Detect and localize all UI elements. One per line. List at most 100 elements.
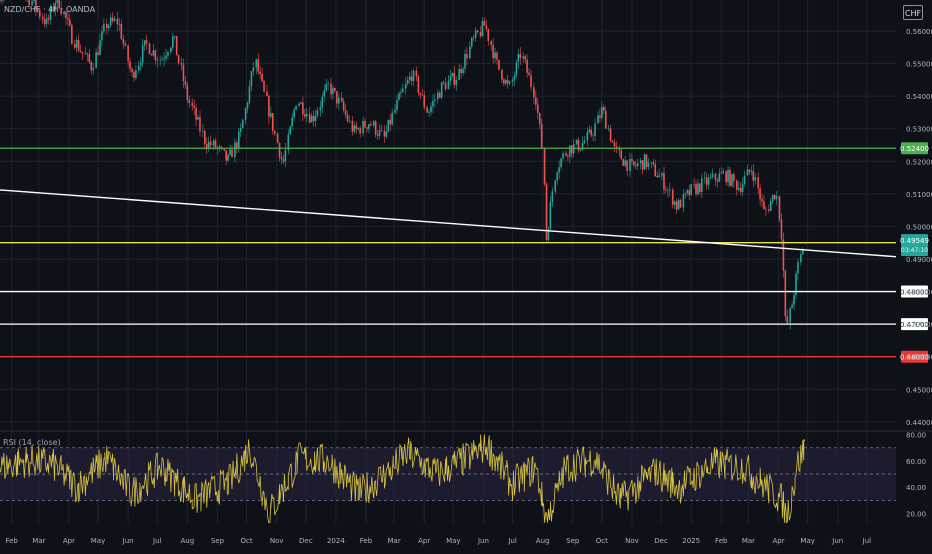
candle-body: [298, 103, 300, 106]
candle-body: [316, 110, 319, 116]
candle-body: [52, 6, 55, 11]
candle-body: [675, 201, 678, 210]
candle-body: [492, 44, 494, 59]
candle-body: [79, 50, 82, 52]
candle-body: [789, 308, 791, 323]
candle-body: [775, 196, 778, 200]
candle-body: [474, 30, 477, 38]
candle-body: [481, 21, 484, 37]
candle-body: [282, 159, 285, 162]
candle-body: [207, 141, 210, 149]
candle-body: [127, 45, 129, 62]
candle-body: [105, 23, 108, 29]
candle-body: [122, 39, 125, 44]
candle-body: [673, 201, 676, 205]
candle-body: [124, 43, 127, 46]
candle-body: [437, 92, 439, 100]
candle-body: [199, 116, 201, 132]
candle-body: [469, 46, 471, 59]
candle-body: [143, 40, 146, 46]
candle-body: [763, 201, 765, 210]
level-price-label: 0.46000: [900, 354, 929, 362]
candle-body: [693, 184, 695, 185]
last-price-label: 0.49549: [900, 237, 929, 245]
x-tick-label: Oct: [596, 537, 608, 545]
candle-body: [759, 188, 761, 200]
candle-body: [607, 128, 610, 130]
candle-body: [558, 167, 560, 173]
candle-body: [620, 150, 623, 160]
candle-body: [355, 125, 358, 129]
candle-body: [720, 173, 723, 174]
candle-body: [330, 83, 332, 95]
candle-body: [547, 229, 550, 240]
candle-body: [310, 115, 313, 123]
candle-body: [120, 23, 123, 40]
x-tick-label: Nov: [270, 537, 284, 545]
candle-body: [223, 148, 226, 151]
candle-body: [615, 146, 618, 148]
candle-body: [800, 254, 802, 263]
candle-body: [33, 0, 35, 2]
candle-body: [180, 63, 183, 65]
candle-body: [348, 120, 351, 122]
level-price-tag: [901, 318, 928, 331]
candle-body: [101, 31, 103, 41]
candle-body: [321, 96, 324, 108]
candle-body: [562, 153, 564, 159]
candle-body: [594, 123, 596, 136]
candle-body: [768, 209, 770, 211]
candle-body: [432, 100, 434, 107]
candle-body: [214, 140, 217, 149]
candle-body: [287, 134, 290, 150]
candle-body: [472, 37, 475, 39]
candle-body: [506, 80, 509, 84]
candle-body: [622, 159, 625, 166]
candle-body: [159, 60, 161, 61]
candle-body: [346, 114, 349, 122]
x-tick-label: Mar: [32, 537, 45, 545]
candle-body: [419, 92, 422, 95]
candle-body: [453, 72, 456, 85]
candle-body: [35, 0, 37, 10]
candle-body: [769, 201, 772, 211]
candle-body: [47, 18, 50, 20]
rsi-indicator-label[interactable]: RSI (14, close): [3, 438, 61, 447]
candle-body: [426, 107, 428, 113]
last-price-tag: [901, 234, 928, 257]
candle-body: [663, 173, 665, 190]
candle-body: [188, 99, 191, 103]
symbol-title: NZD/CHF · 4h · OANDA: [4, 5, 96, 14]
candle-body: [75, 40, 78, 48]
candle-body: [0, 0, 1, 1]
candle-body: [116, 18, 119, 25]
candle-body: [276, 133, 279, 143]
candle-body: [312, 115, 315, 122]
candle-body: [319, 107, 322, 111]
candle-body: [535, 97, 537, 105]
candle-body: [442, 82, 445, 83]
candle-body: [229, 149, 231, 155]
candle-body: [273, 131, 276, 134]
candle-body: [415, 70, 418, 77]
candle-body: [731, 174, 733, 186]
candle-body: [336, 90, 338, 104]
candle-body: [641, 160, 644, 170]
x-tick-label: Jul: [862, 537, 872, 545]
candle-body: [133, 71, 135, 78]
candle-body: [645, 154, 648, 168]
candle-body: [530, 75, 532, 88]
candle-body: [202, 131, 204, 132]
candle-body: [370, 124, 372, 126]
candle-body: [496, 52, 498, 60]
currency-button[interactable]: CHF: [903, 5, 923, 20]
candle-body: [118, 23, 121, 25]
candle-body: [372, 121, 375, 126]
candle-body: [368, 124, 370, 129]
candle-body: [526, 59, 528, 73]
rsi-pane: [0, 434, 896, 524]
price-pane: [0, 0, 896, 430]
